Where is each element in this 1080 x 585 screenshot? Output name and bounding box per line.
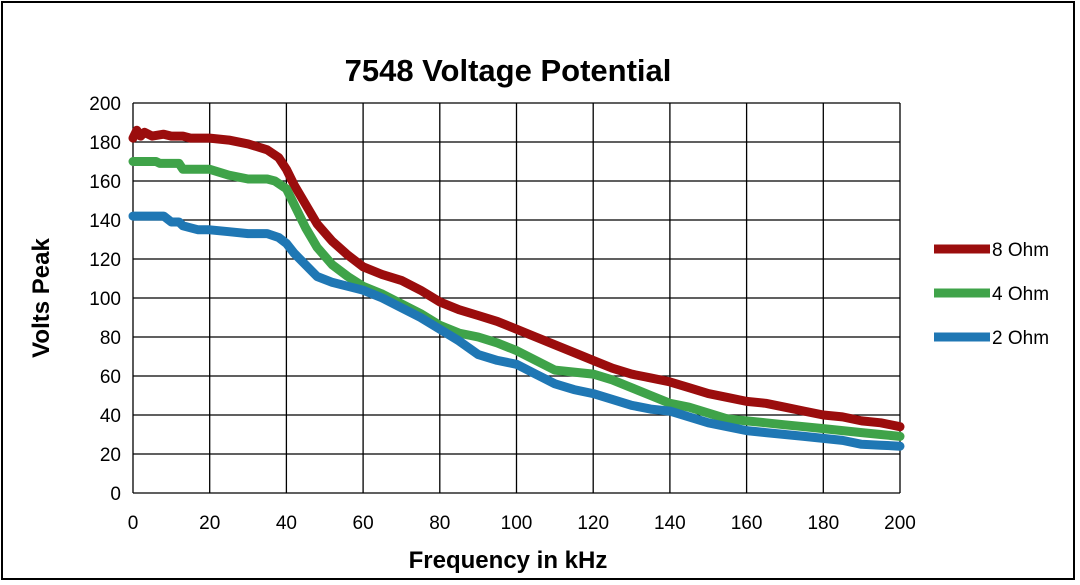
legend-label: 4 Ohm xyxy=(992,284,1049,305)
y-tick-label: 140 xyxy=(89,211,121,232)
x-tick-label: 20 xyxy=(199,513,220,534)
series-line-2-ohm xyxy=(128,211,905,451)
chart-title: 7548 Voltage Potential xyxy=(345,53,672,88)
y-tick-label: 160 xyxy=(89,172,121,193)
x-tick-label: 0 xyxy=(128,513,139,534)
x-axis-title: Frequency in kHz xyxy=(409,547,608,574)
y-axis-title: Volts Peak xyxy=(28,238,55,358)
x-tick-label: 200 xyxy=(884,513,916,534)
x-axis-ticks: 0 20 40 60 80 100 120 140 160 180 200 xyxy=(128,513,916,534)
grid-layer xyxy=(132,102,901,494)
series-line-8-ohm xyxy=(128,125,905,432)
x-tick-label: 120 xyxy=(577,513,609,534)
y-tick-label: 80 xyxy=(100,328,121,349)
legend-label: 2 Ohm xyxy=(992,328,1049,349)
y-tick-label: 20 xyxy=(100,445,121,466)
y-axis-ticks: 0 20 40 60 80 100 120 140 160 180 200 xyxy=(89,94,121,505)
x-tick-label: 40 xyxy=(276,513,297,534)
y-tick-label: 0 xyxy=(110,484,121,505)
y-tick-label: 180 xyxy=(89,133,121,154)
x-tick-label: 100 xyxy=(501,513,533,534)
x-tick-label: 60 xyxy=(353,513,374,534)
x-tick-label: 180 xyxy=(807,513,839,534)
x-tick-label: 140 xyxy=(654,513,686,534)
legend-label: 8 Ohm xyxy=(992,240,1049,261)
series-layer xyxy=(128,125,905,451)
y-tick-label: 120 xyxy=(89,250,121,271)
y-tick-label: 200 xyxy=(89,94,121,115)
legend: 8 Ohm 4 Ohm 2 Ohm xyxy=(934,240,1049,349)
y-tick-label: 40 xyxy=(100,406,121,427)
x-tick-label: 160 xyxy=(731,513,763,534)
y-tick-label: 100 xyxy=(89,289,121,310)
series-line-4-ohm xyxy=(128,157,905,441)
y-tick-label: 60 xyxy=(100,367,121,388)
x-tick-label: 80 xyxy=(429,513,450,534)
